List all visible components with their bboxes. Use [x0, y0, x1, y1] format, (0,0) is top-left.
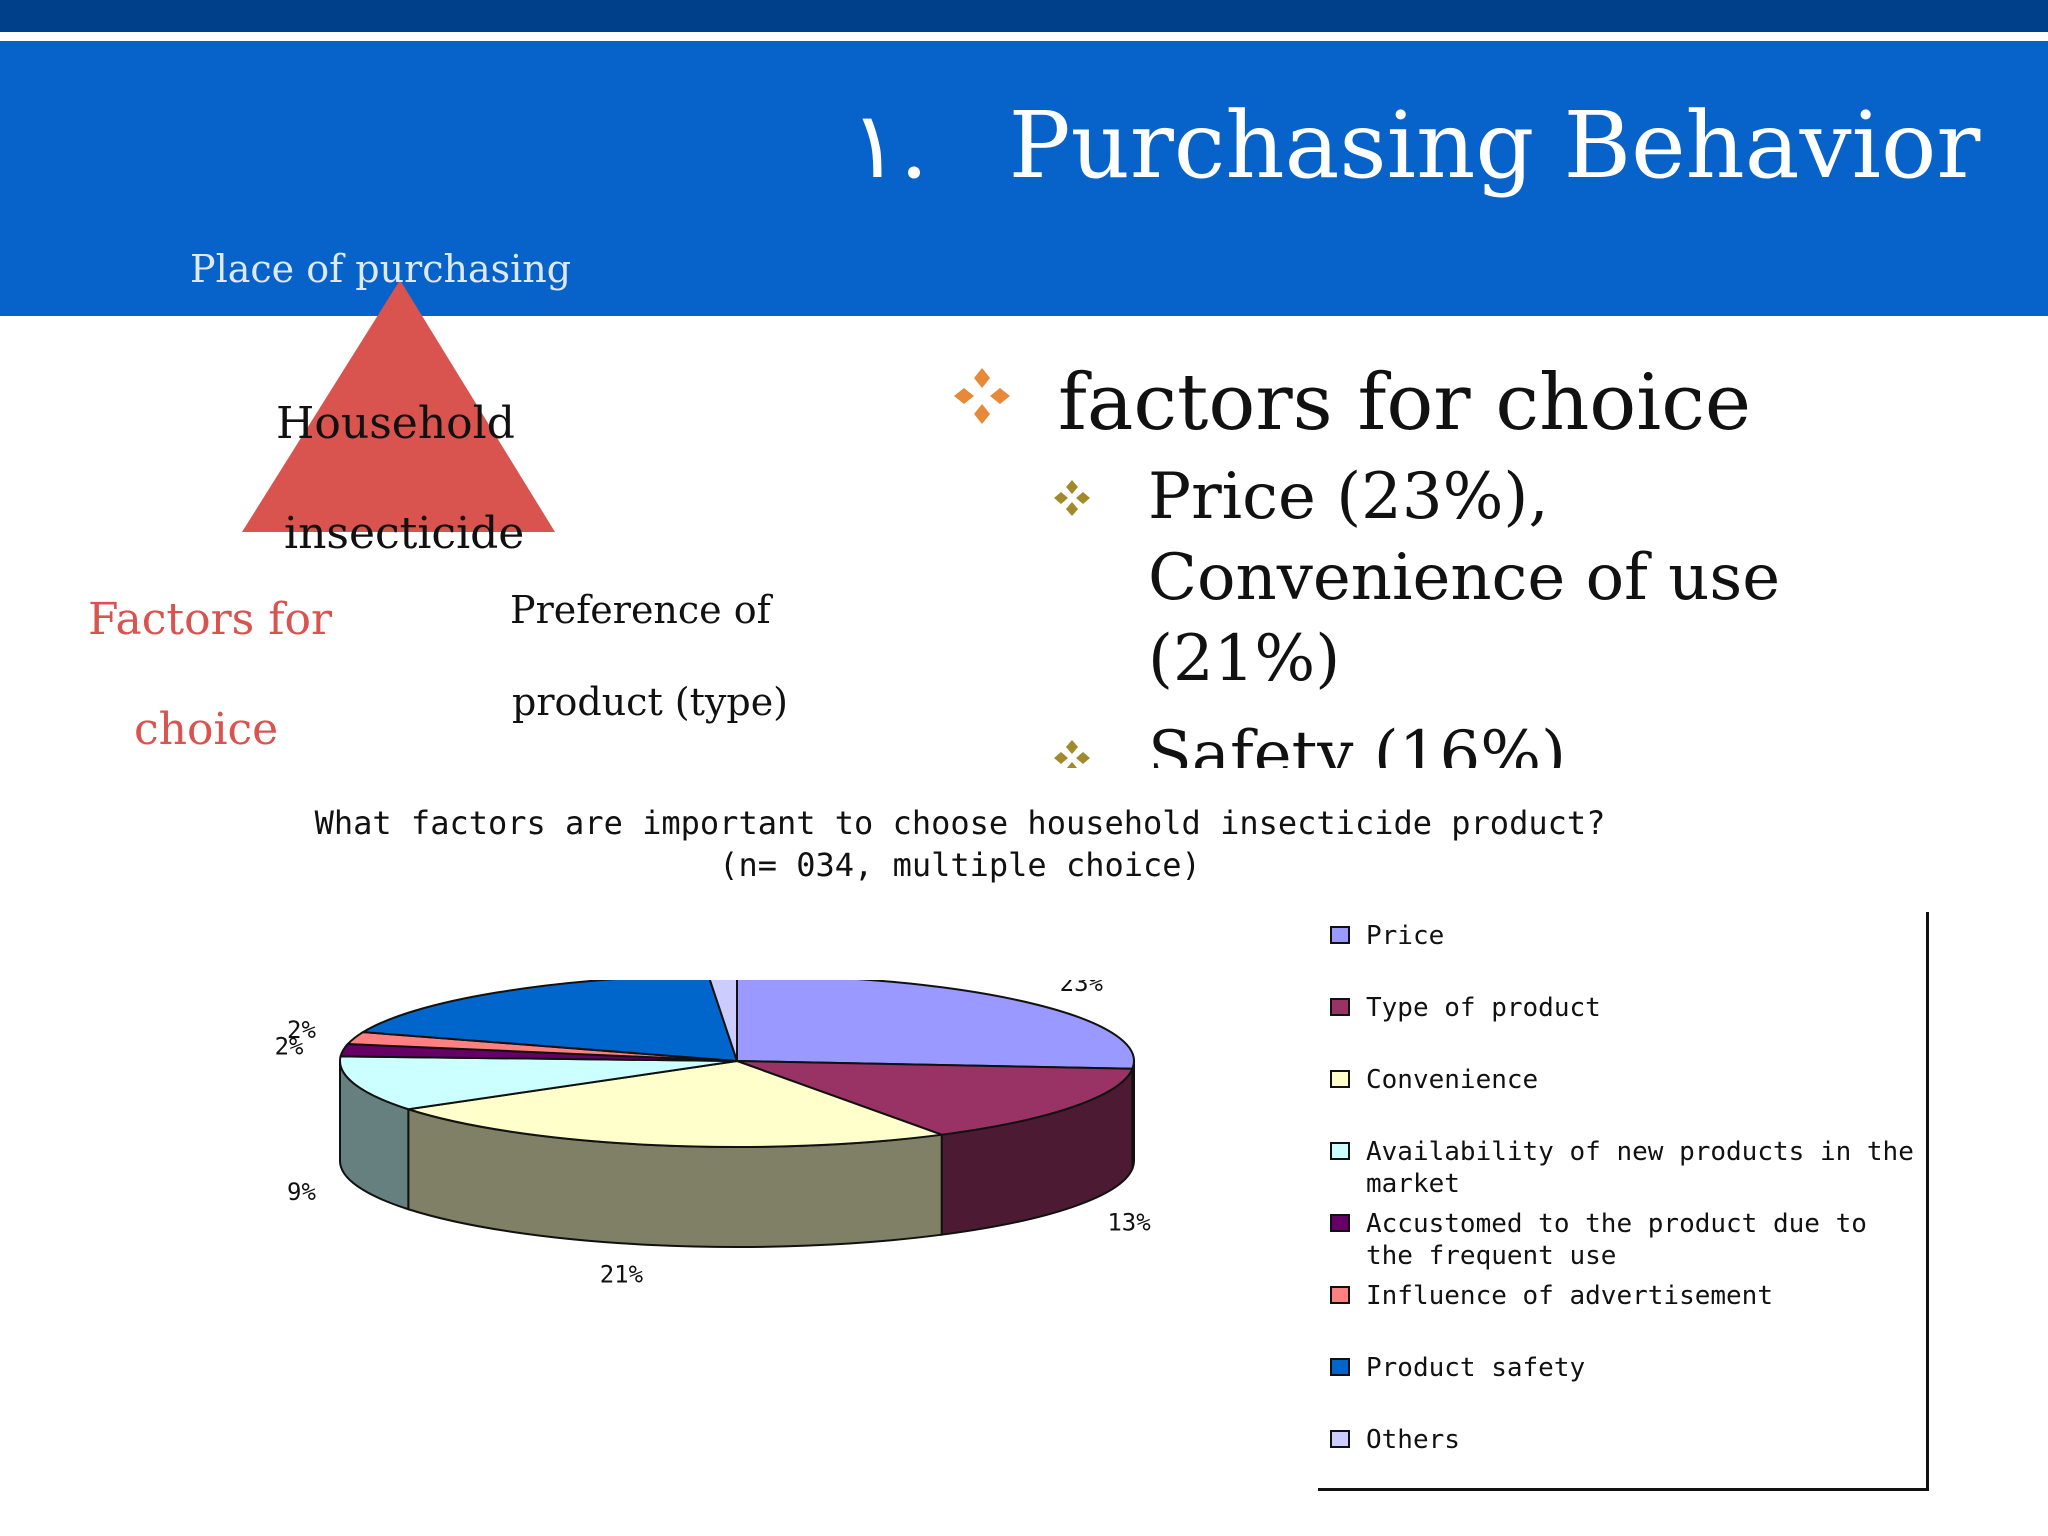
bullet-diamond-icon [954, 368, 1010, 424]
legend-label-2: Convenience [1366, 1065, 1539, 1095]
pie-label-6: 16% [429, 980, 473, 983]
title-banner [0, 41, 2048, 316]
legend-swatch-2 [1330, 1070, 1350, 1088]
top-divider [0, 32, 2048, 41]
sub-bullet-icon [1054, 480, 1090, 516]
legend-swatch-0 [1330, 926, 1350, 944]
diagram-center-line1: Household [276, 398, 515, 449]
legend-label-3: Availability of new products in the mark… [1366, 1137, 1914, 1199]
legend-label-5: Influence of advertisement [1366, 1281, 1773, 1311]
purchasing-triangle [242, 280, 555, 532]
pie-slice-2 [408, 1059, 943, 1148]
diagram-right-line2: product (type) [512, 680, 789, 724]
sub-bullet-icon-2 [1054, 740, 1090, 768]
pie-slice-6 [359, 980, 739, 1063]
legend-swatch-6 [1330, 1358, 1350, 1376]
pie-label-5: 2% [287, 1016, 316, 1044]
pie-chart: 23%13%21%9%2%2%16%1% [275, 980, 1151, 1288]
chart-legend: Price Type of product Convenience Availabil… [1318, 912, 1929, 1491]
pie-slice-3 [339, 1055, 738, 1111]
pie-label-2: 21% [600, 1260, 644, 1288]
legend-swatch-7 [1330, 1430, 1350, 1448]
pie-label-4: 2% [275, 1032, 304, 1060]
legend-swatch-1 [1330, 998, 1350, 1016]
legend-label-7: Others [1366, 1425, 1460, 1455]
title-number: ١. [850, 92, 929, 199]
diagram-right-line1: Preference of [510, 588, 771, 632]
pie-label-3: 9% [287, 1178, 316, 1206]
top-bar [0, 0, 2048, 32]
pie-label-0: 23% [1060, 980, 1104, 997]
place-of-purchasing-label: Place of purchasing [190, 247, 572, 291]
sub-bullet-1-line2: Convenience of use [1148, 541, 1781, 615]
pie-label-1: 13% [1107, 1209, 1151, 1237]
legend-label-6: Product safety [1366, 1353, 1586, 1383]
diagram-center-line2: insecticide [284, 508, 525, 559]
pie-slice-1 [736, 1060, 1134, 1136]
bullet-area: factors for choice Price (23%), Convenie… [954, 358, 1781, 768]
legend-swatch-3 [1330, 1142, 1350, 1160]
pie-slice-0 [736, 980, 1135, 1070]
triangle-shape [242, 280, 555, 532]
title-text: Purchasing Behavior [1008, 92, 1981, 199]
bullet-main-text: factors for choice [1058, 358, 1752, 448]
slide-title: ١. Purchasing Behavior [850, 92, 1980, 199]
legend-label-4: Accustomed to the product due to the fre… [1366, 1209, 1867, 1271]
sub-bullet-1-line1: Price (23%), [1148, 460, 1549, 534]
diagram-left-line2: choice [134, 704, 279, 755]
sub-bullet-2: Safety (16%) [1148, 718, 1566, 768]
legend-swatch-4 [1330, 1214, 1350, 1232]
diagram-left-line1: Factors for [88, 594, 332, 645]
chart-subtitle: (n= 034, multiple choice) [719, 846, 1201, 884]
legend-swatch-5 [1330, 1286, 1350, 1304]
sub-bullet-1-line3: (21%) [1148, 622, 1341, 696]
legend-label-0: Price [1366, 921, 1445, 951]
chart-title: What factors are important to choose hou… [314, 804, 1606, 842]
pie-slice-7 [708, 980, 738, 1062]
legend-label-1: Type of product [1366, 993, 1601, 1023]
